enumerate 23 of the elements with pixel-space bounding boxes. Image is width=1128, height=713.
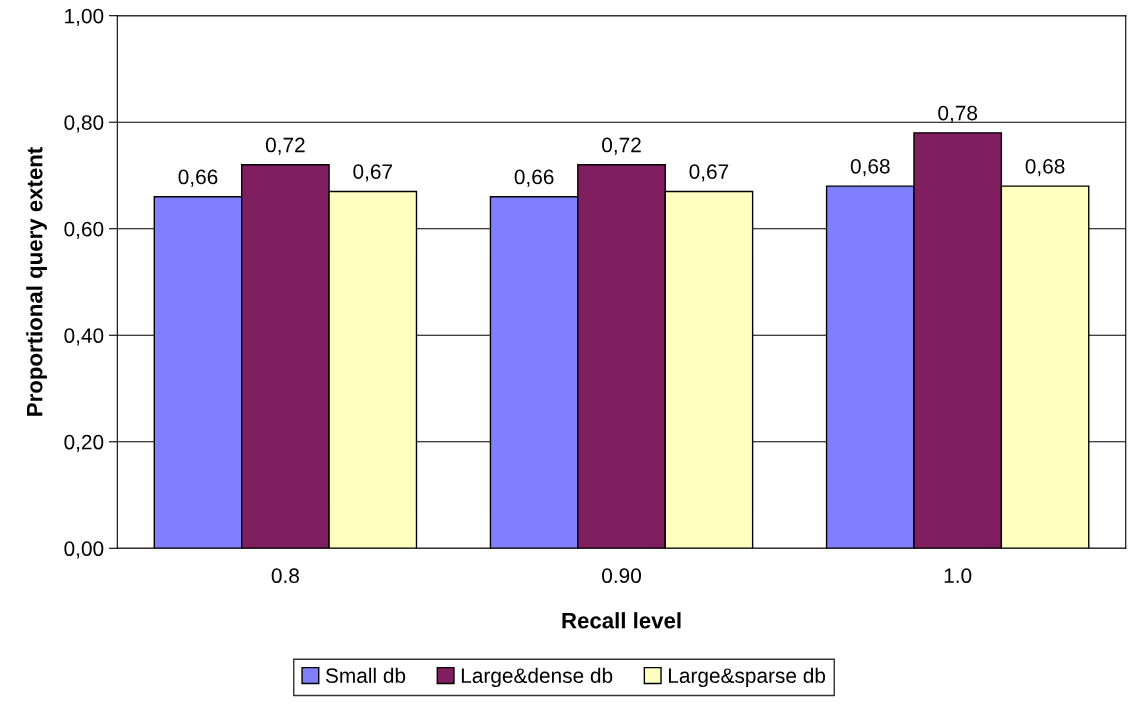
y-tick-label: 0,20 bbox=[64, 434, 104, 452]
data-label: 0,66 bbox=[178, 169, 218, 187]
legend-label: Large&sparse db bbox=[668, 667, 826, 688]
data-label: 0,72 bbox=[602, 137, 641, 155]
legend-label: Small db bbox=[325, 667, 406, 683]
y-tick-label: 0,00 bbox=[64, 541, 104, 559]
x-axis-title: Recall level bbox=[562, 612, 681, 629]
legend-label: Large&dense db bbox=[461, 667, 613, 688]
data-label: 0,68 bbox=[1025, 158, 1065, 177]
y-tick-label: 0,80 bbox=[64, 115, 104, 133]
data-label: 0,67 bbox=[353, 164, 393, 182]
data-label: 0,72 bbox=[265, 137, 305, 155]
data-label: 0,67 bbox=[689, 164, 729, 182]
x-tick-label: 0.90 bbox=[602, 568, 641, 584]
y-tick-label: 0,40 bbox=[64, 328, 104, 346]
y-tick-label: 0,60 bbox=[64, 221, 104, 239]
data-label: 0,66 bbox=[514, 169, 554, 187]
data-label: 0,68 bbox=[850, 158, 890, 177]
x-tick-label: 1.0 bbox=[944, 568, 972, 584]
y-tick-label: 1,00 bbox=[65, 8, 104, 26]
data-label: 0,78 bbox=[938, 105, 978, 123]
y-axis-title: Proportional query extent bbox=[26, 147, 47, 416]
x-tick-label: 0.8 bbox=[271, 568, 299, 584]
